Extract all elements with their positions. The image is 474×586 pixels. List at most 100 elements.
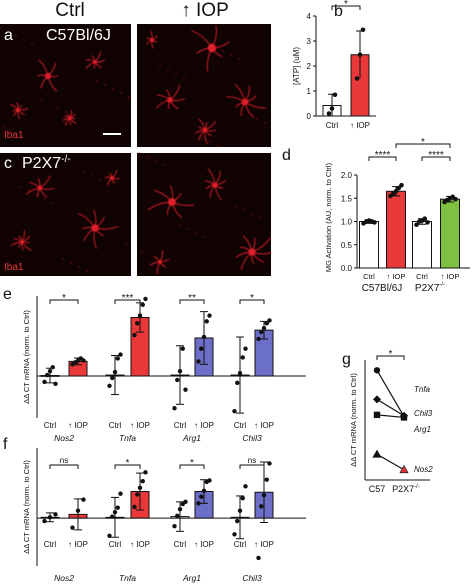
data-point (207, 313, 212, 318)
data-point (196, 359, 201, 364)
microglia-process (106, 177, 113, 186)
microglia-process (154, 190, 173, 203)
significance-d-p2x7-label: **** (428, 150, 444, 161)
microglia-process (65, 117, 71, 126)
background-punctum (259, 217, 261, 219)
data-point (207, 478, 212, 483)
microglia-process (94, 217, 105, 229)
microglia-process (39, 187, 48, 198)
significance-Chil3-label: * (250, 293, 254, 304)
micrograph-grid: a C57Bl/6J Iba1 c P2X7-/- Iba1 (0, 24, 272, 276)
significance-Nos2-bracket (49, 299, 79, 304)
series-line (376, 453, 405, 471)
background-punctum (36, 194, 38, 196)
microglia-process (21, 241, 30, 244)
microglia-process (251, 251, 264, 263)
microglia-process (17, 107, 29, 111)
background-punctum (175, 73, 177, 75)
data-point (135, 321, 140, 326)
significance-Tnfa-bracket (114, 299, 141, 304)
microglia-process (156, 261, 161, 275)
background-punctum (209, 141, 211, 143)
series-line (376, 414, 405, 419)
microglia-process (94, 225, 119, 230)
significance-b-bracket (331, 5, 361, 10)
data-point (81, 358, 86, 363)
y-axis-label: MG Activation (AU, norm. to Ctrl) (324, 162, 333, 272)
background-punctum (28, 190, 30, 192)
microglia-process (240, 251, 253, 270)
significance-Arg1-bracket (179, 464, 205, 469)
microglia-process (85, 61, 96, 70)
microglia-process (91, 55, 96, 63)
microglia-process (39, 187, 55, 190)
background-punctum (117, 239, 119, 241)
background-punctum (10, 130, 12, 132)
microglia-process (93, 61, 96, 69)
microglia-process (204, 122, 208, 131)
microglia-process (69, 117, 77, 124)
background-punctum (159, 65, 161, 67)
microglia-process (153, 255, 161, 263)
x-tick-label: ↑ IOP (441, 272, 460, 281)
data-point (42, 379, 47, 385)
significance-d-wt-label: **** (375, 150, 391, 161)
significance-Chil3-bracket (239, 299, 265, 304)
significance-Arg1-bracket (179, 299, 205, 304)
significance-Nos2-label: * (62, 293, 66, 304)
y-axis-label: [ATP] (uM) (292, 47, 301, 85)
data-point (329, 106, 335, 111)
microglia-process (159, 258, 170, 263)
background-punctum (125, 243, 127, 245)
gene-label: Chil3 (242, 433, 262, 443)
microglia-process (94, 61, 102, 68)
microglia-process (21, 230, 25, 243)
data-point (256, 555, 261, 561)
microglia-process (169, 84, 181, 101)
background-punctum (141, 251, 143, 253)
data-point (261, 326, 267, 331)
microglia-process (240, 101, 246, 116)
background-punctum (264, 122, 266, 124)
background-punctum (52, 202, 54, 204)
data-point (118, 491, 123, 496)
microglia-process (111, 169, 118, 179)
microglia-process (11, 241, 23, 246)
data-point (256, 336, 261, 342)
microglia-process (83, 227, 96, 241)
data-point (75, 508, 81, 513)
microglia-cell (195, 118, 217, 145)
y-axis-label: ΔΔ CT mRNA (norm. to Ctrl) (22, 310, 31, 404)
background-punctum (86, 270, 88, 272)
background-punctum (167, 69, 169, 71)
data-point (115, 356, 120, 361)
microglia-process (204, 129, 212, 137)
y-tick-label: 0.5 (341, 241, 353, 250)
data-point (261, 493, 267, 498)
microglia-process (204, 129, 208, 145)
data-point (354, 76, 360, 81)
y-tick-label: 0.0 (341, 264, 353, 273)
microglia-cell (11, 230, 32, 251)
microglia-process (69, 117, 72, 126)
data-point (357, 52, 363, 58)
data-point (235, 380, 240, 386)
microglia-process (168, 99, 171, 110)
microglia-cell (25, 175, 55, 198)
data-point (183, 499, 188, 505)
background-punctum (62, 258, 64, 260)
x-tick-label: ↑ IOP (254, 421, 274, 430)
background-punctum (162, 164, 164, 166)
data-point (137, 485, 143, 491)
data-point (143, 296, 148, 302)
background-punctum (201, 137, 203, 139)
x-tick-label: Ctrl (174, 540, 187, 549)
background-punctum (104, 84, 106, 86)
series-label: Chil3 (414, 409, 433, 418)
microglia-cell (204, 168, 227, 200)
background-punctum (222, 50, 224, 52)
x-tick-label: ↑ IOP (130, 421, 150, 430)
data-point (180, 346, 185, 351)
data-point (201, 488, 207, 493)
x-tick-label: Ctrl (416, 272, 428, 281)
